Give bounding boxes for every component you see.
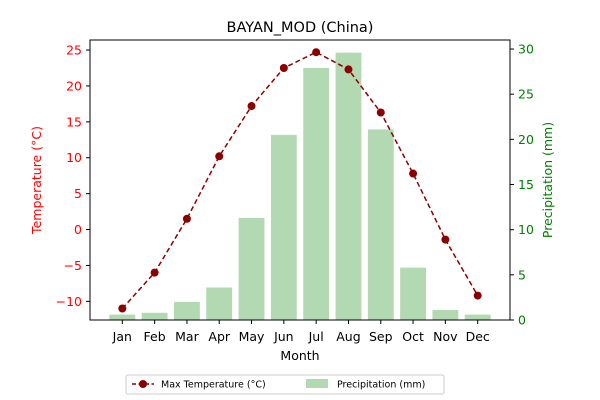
x-tick-label: May	[239, 329, 265, 344]
precipitation-bar	[335, 52, 362, 320]
precipitation-bar	[238, 217, 265, 320]
legend-bar-icon	[306, 379, 328, 388]
y-left-tick-label: 20	[66, 78, 82, 93]
legend-marker-icon	[139, 380, 147, 388]
x-tick-label: Sep	[369, 329, 393, 344]
precipitation-bar	[174, 301, 200, 320]
y-right-tick-label: 25	[518, 87, 534, 102]
precipitation-bar	[400, 267, 426, 320]
temperature-point	[441, 235, 450, 244]
precipitation-bars	[109, 52, 491, 320]
temperature-point	[344, 65, 353, 74]
legend-label-precipitation: Precipitation (mm)	[337, 380, 425, 391]
chart-title: BAYAN_MOD (China)	[227, 20, 374, 36]
temperature-point	[473, 291, 482, 300]
temperature-polyline	[121, 51, 479, 310]
x-tick-label: Mar	[175, 329, 199, 344]
temperature-point	[118, 304, 127, 313]
plot-frame	[89, 39, 511, 321]
precipitation-bar	[109, 314, 136, 320]
y-right-tick-label: 15	[518, 177, 534, 192]
temperature-point	[409, 169, 418, 178]
precipitation-bar	[206, 287, 233, 320]
y-axis-left-label: Temperature (°C)	[29, 126, 44, 235]
temperature-point	[312, 48, 321, 57]
x-tick-label: Aug	[336, 329, 360, 344]
temperature-point	[150, 268, 159, 277]
x-tick-label: Oct	[402, 329, 424, 344]
legend: Max Temperature (°C) Precipitation (mm)	[125, 374, 445, 395]
y-axis-left: −10 −5 0 5 10 15 20 25	[56, 43, 90, 309]
precipitation-bar	[432, 310, 459, 320]
x-tick-label: Jul	[308, 329, 324, 344]
x-tick-label: Nov	[433, 329, 458, 344]
y-left-tick-label: 0	[74, 222, 82, 237]
x-tick-label: Feb	[144, 329, 166, 344]
y-right-tick-label: 10	[518, 222, 534, 237]
x-tick-label: Jun	[273, 329, 294, 344]
y-left-tick-label: 15	[66, 114, 82, 129]
temperature-line	[118, 48, 482, 313]
x-tick-label: Apr	[208, 329, 230, 344]
temperature-point	[182, 214, 191, 223]
precipitation-bar	[367, 129, 394, 320]
x-tick-label: Dec	[466, 329, 490, 344]
y-right-tick-label: 20	[518, 132, 534, 147]
temperature-point	[247, 102, 256, 111]
y-axis-right: 0 5 10 15 20 25 30	[510, 42, 534, 328]
y-right-tick-label: 0	[518, 313, 526, 328]
y-right-tick-label: 30	[518, 42, 534, 57]
precipitation-bar	[270, 134, 297, 320]
x-tick-label: Jan	[112, 329, 132, 344]
y-left-tick-label: 10	[66, 150, 82, 165]
temperature-point	[376, 108, 385, 117]
x-axis: Jan Feb Mar Apr May Jun Jul Aug Sep Oct Nov Dec	[112, 320, 490, 344]
y-right-tick-label: 5	[518, 267, 526, 282]
y-left-tick-label: 5	[74, 186, 82, 201]
y-left-tick-label: 25	[66, 43, 82, 58]
precipitation-bar	[141, 312, 168, 320]
temperature-point	[279, 64, 288, 72]
y-left-tick-label: −5	[64, 258, 82, 273]
legend-label-temperature: Max Temperature (°C)	[161, 380, 266, 391]
legend-box	[125, 374, 445, 395]
precipitation-bar	[464, 314, 491, 320]
y-left-tick-label: −10	[56, 294, 82, 309]
precipitation-bar	[303, 68, 330, 320]
x-axis-label: Month	[280, 348, 319, 363]
y-axis-right-label: Precipitation (mm)	[540, 122, 555, 238]
temperature-point	[215, 152, 224, 161]
